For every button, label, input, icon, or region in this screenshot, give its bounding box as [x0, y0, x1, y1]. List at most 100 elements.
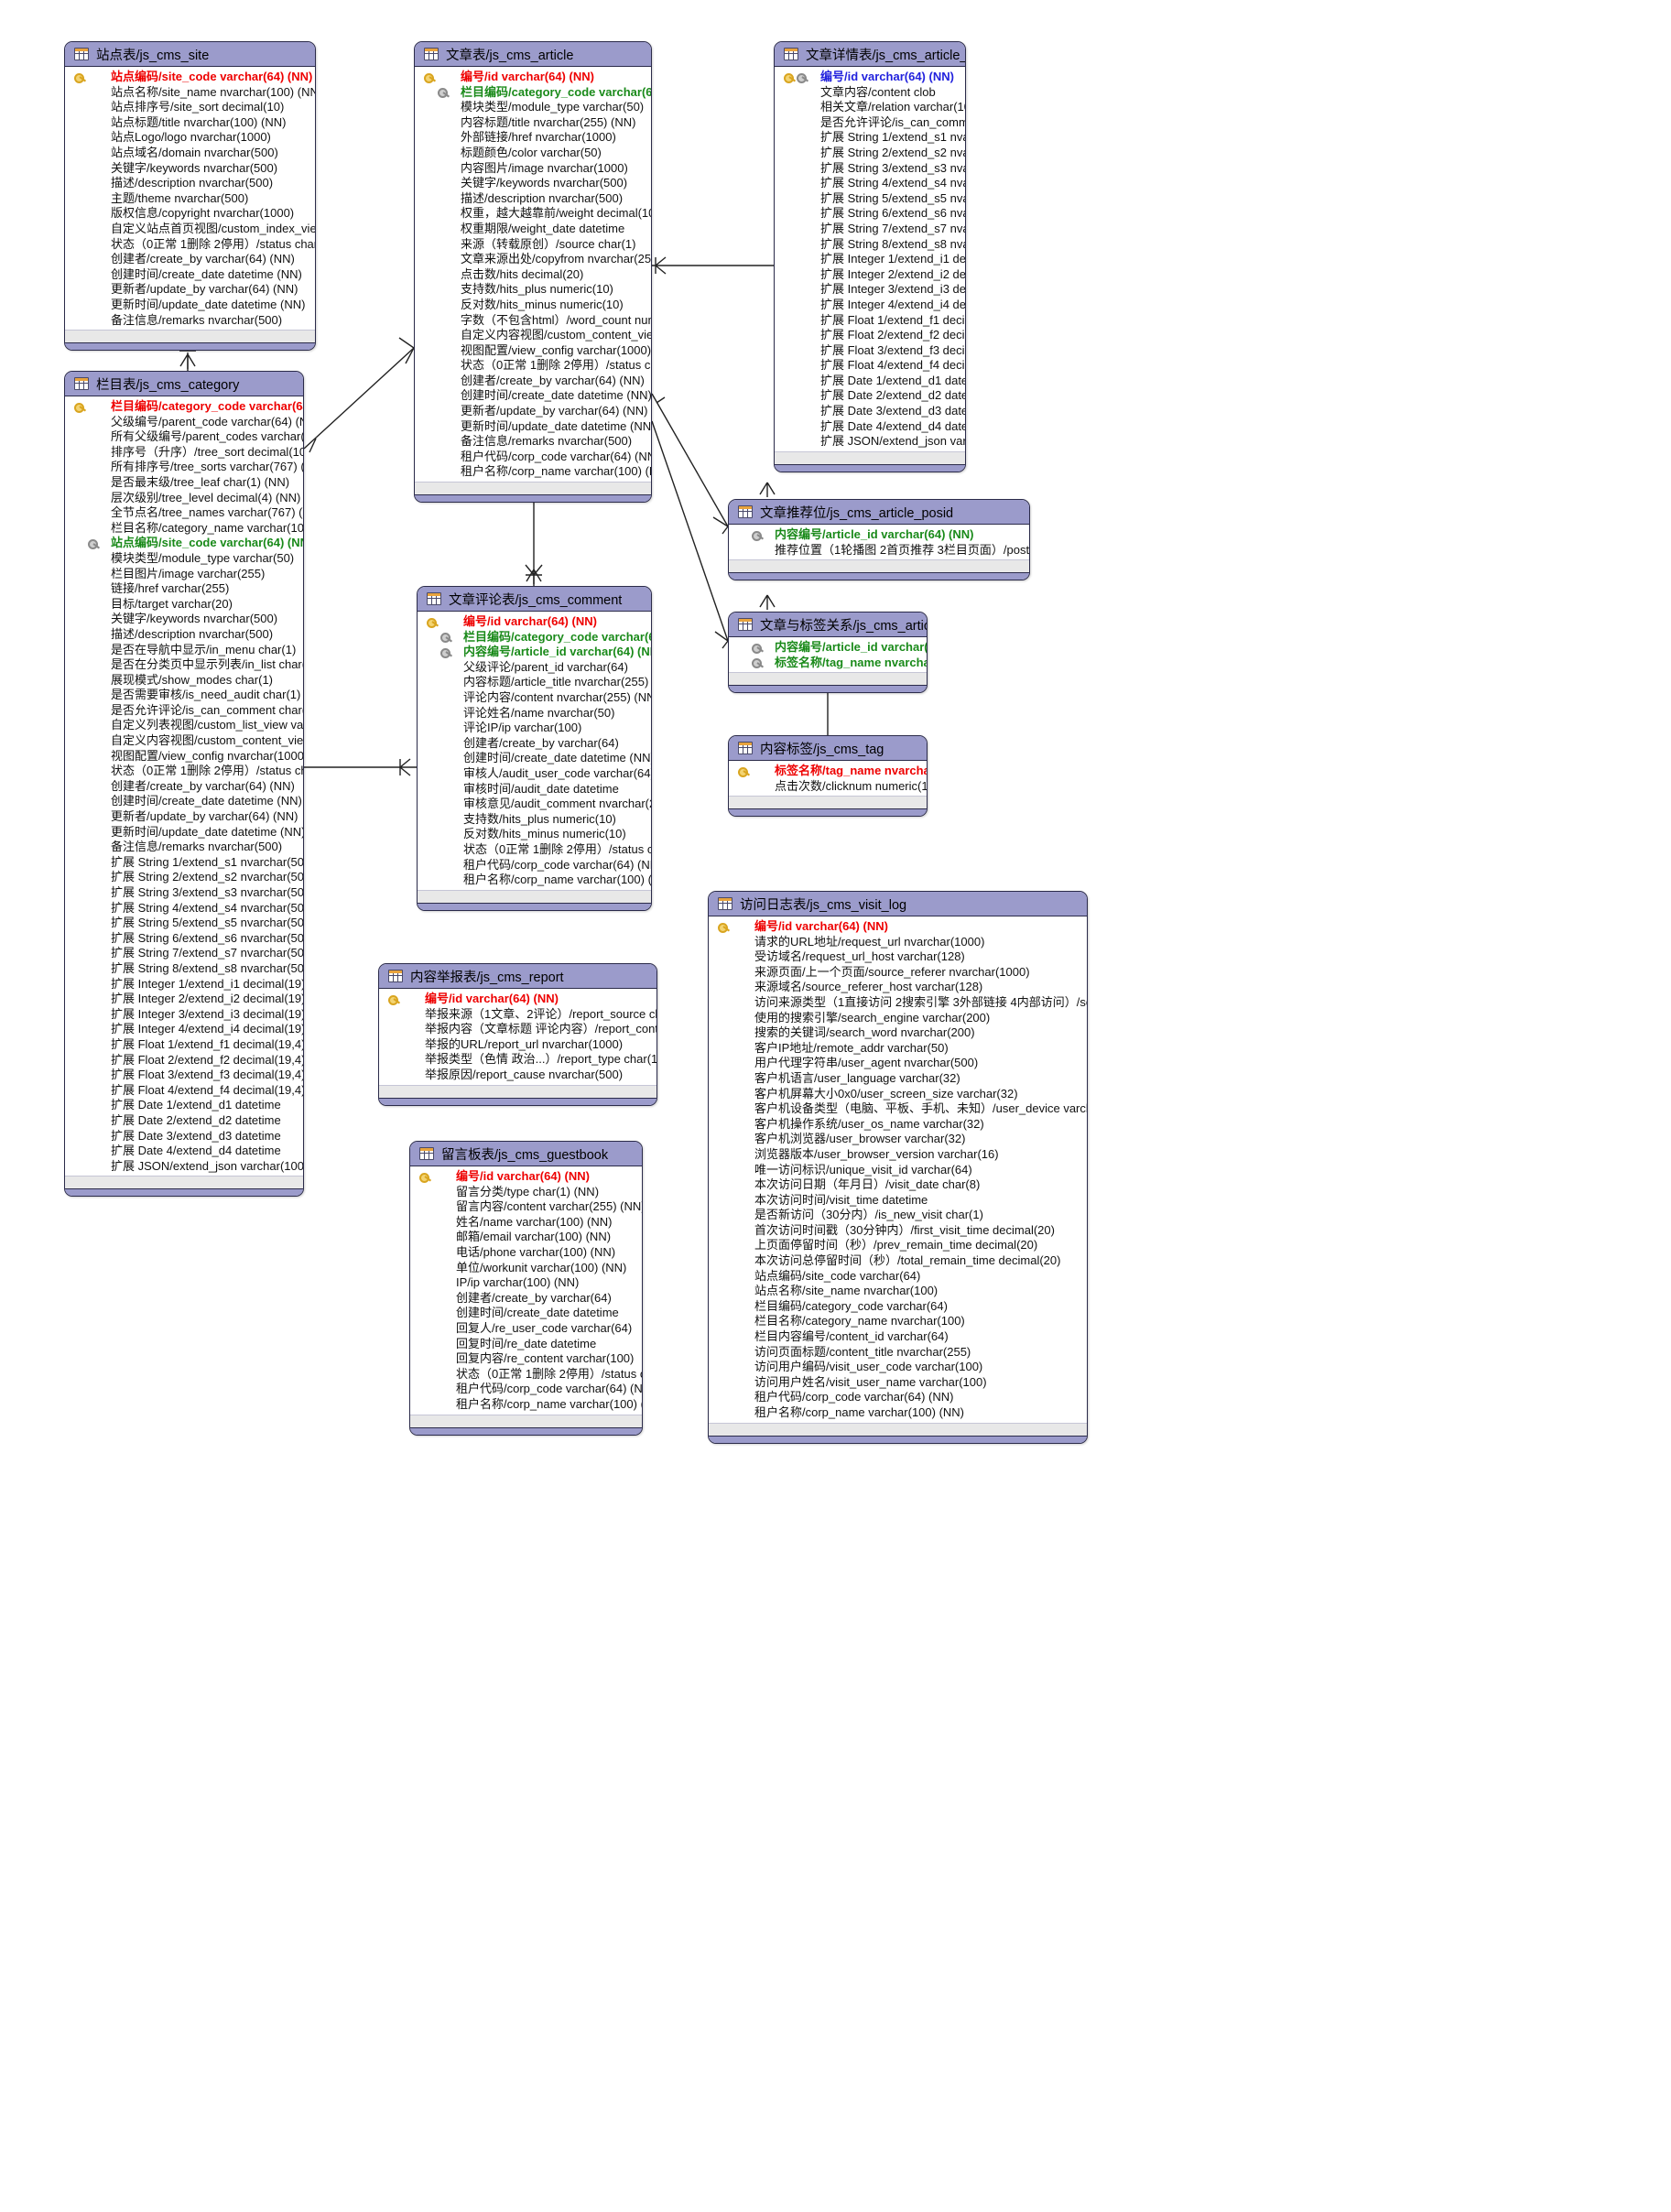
entity-article[interactable]: 文章表/js_cms_article 编号/id varchar(64) (NN)… [414, 41, 652, 504]
field-row[interactable]: 创建时间/create_date datetime (NN) [418, 751, 651, 766]
field-row[interactable]: 评论姓名/name nvarchar(50) [418, 706, 651, 721]
field-row[interactable]: 站点标题/title nvarchar(100) (NN) [65, 115, 315, 131]
field-row[interactable]: 备注信息/remarks nvarchar(500) [65, 840, 303, 855]
field-row[interactable]: 审核时间/audit_date datetime [418, 782, 651, 797]
entity-header-article_data[interactable]: 文章详情表/js_cms_article_data [775, 42, 965, 67]
field-row[interactable]: 扩展 Float 1/extend_f1 decimal(19,4) [775, 313, 965, 329]
field-row[interactable]: 扩展 Integer 2/extend_i2 decimal(19) [65, 992, 303, 1007]
field-row[interactable]: 标签名称/tag_name nvarchar(200) (NN) [729, 764, 927, 779]
field-row[interactable]: 内容编号/article_id varchar(64) (NN) [729, 640, 927, 656]
field-row[interactable]: 备注信息/remarks nvarchar(500) [65, 313, 315, 329]
field-row[interactable]: 外部链接/href nvarchar(1000) [415, 130, 651, 146]
field-row[interactable]: 编号/id varchar(64) (NN) [379, 992, 656, 1007]
field-row[interactable]: 客户机浏览器/user_browser varchar(32) [709, 1132, 1087, 1147]
entity-article_data[interactable]: 文章详情表/js_cms_article_data 编号/id varchar(6… [774, 41, 966, 472]
field-row[interactable]: 客户机语言/user_language varchar(32) [709, 1071, 1087, 1087]
field-row[interactable]: 推荐位置（1轮播图 2首页推荐 3栏目页面）/postid char(1) (N… [729, 543, 1029, 558]
field-row[interactable]: 权重期限/weight_date datetime [415, 222, 651, 237]
entity-header-visit_log[interactable]: 访问日志表/js_cms_visit_log [709, 892, 1087, 916]
field-row[interactable]: 自定义列表视图/custom_list_view varchar(255) [65, 718, 303, 733]
field-row[interactable]: 状态（0正常 1删除 2停用）/status char(1) (NN) [418, 842, 651, 858]
field-row[interactable]: 客户机操作系统/user_os_name varchar(32) [709, 1117, 1087, 1133]
field-row[interactable]: 描述/description nvarchar(500) [65, 627, 303, 643]
field-row[interactable]: 更新者/update_by varchar(64) (NN) [415, 404, 651, 419]
field-row[interactable]: 编号/id varchar(64) (NN) [410, 1169, 642, 1185]
field-row[interactable]: 权重，越大越靠前/weight decimal(10) [415, 206, 651, 222]
field-row[interactable]: 创建时间/create_date datetime (NN) [65, 794, 303, 809]
field-row[interactable]: 单位/workunit varchar(100) (NN) [410, 1261, 642, 1276]
field-row[interactable]: 关键字/keywords nvarchar(500) [65, 161, 315, 177]
field-row[interactable]: 审核意见/audit_comment nvarchar(200) [418, 797, 651, 812]
field-row[interactable]: 举报来源（1文章、2评论）/report_source char(1) [379, 1007, 656, 1023]
field-row[interactable]: 扩展 Float 1/extend_f1 decimal(19,4) [65, 1037, 303, 1053]
field-row[interactable]: 审核人/audit_user_code varchar(64) [418, 766, 651, 782]
field-row[interactable]: 租户名称/corp_name varchar(100) (NN) [709, 1405, 1087, 1421]
field-row[interactable]: 栏目内容编号/content_id varchar(64) [709, 1329, 1087, 1345]
entity-header-guestbook[interactable]: 留言板表/js_cms_guestbook [410, 1142, 642, 1166]
field-row[interactable]: 扩展 String 1/extend_s1 nvarchar(500) [775, 130, 965, 146]
entity-comment[interactable]: 文章评论表/js_cms_comment 编号/id varchar(64) (N… [417, 586, 652, 911]
field-row[interactable]: 留言分类/type char(1) (NN) [410, 1185, 642, 1200]
field-row[interactable]: 举报类型（色情 政治...）/report_type char(1) [379, 1052, 656, 1068]
field-row[interactable]: 所有父级编号/parent_codes varchar(767) (NN) [65, 429, 303, 445]
field-row[interactable]: 创建者/create_by varchar(64) [418, 736, 651, 752]
field-row[interactable]: 视图配置/view_config nvarchar(1000) [65, 749, 303, 764]
field-row[interactable]: 创建者/create_by varchar(64) [410, 1291, 642, 1307]
field-row[interactable]: 租户代码/corp_code varchar(64) (NN) [418, 858, 651, 873]
entity-report[interactable]: 内容举报表/js_cms_report 编号/id varchar(64) (NN… [378, 963, 657, 1106]
field-row[interactable]: 点击数/hits decimal(20) [415, 267, 651, 283]
field-row[interactable]: 扩展 String 5/extend_s5 nvarchar(500) [65, 916, 303, 931]
field-row[interactable]: 状态（0正常 1删除 2停用）/status char(1) (NN) [415, 358, 651, 374]
field-row[interactable]: 举报原因/report_cause nvarchar(500) [379, 1068, 656, 1083]
field-row[interactable]: 层次级别/tree_level decimal(4) (NN) [65, 491, 303, 506]
field-row[interactable]: 编号/id varchar(64) (NN) [775, 70, 965, 85]
field-row[interactable]: 租户名称/corp_name varchar(100) (NN) [410, 1397, 642, 1413]
field-row[interactable]: 客户机屏幕大小0x0/user_screen_size varchar(32) [709, 1087, 1087, 1102]
field-row[interactable]: 文章来源出处/copyfrom nvarchar(255) [415, 252, 651, 267]
entity-article_posid[interactable]: 文章推荐位/js_cms_article_posid 内容编号/article_i… [728, 499, 1030, 581]
field-row[interactable]: 请求的URL地址/request_url nvarchar(1000) [709, 935, 1087, 950]
field-row[interactable]: 扩展 String 3/extend_s3 nvarchar(500) [65, 885, 303, 901]
field-row[interactable]: 编号/id varchar(64) (NN) [709, 919, 1087, 935]
field-row[interactable]: 扩展 String 3/extend_s3 nvarchar(500) [775, 161, 965, 177]
field-row[interactable]: 标题颜色/color varchar(50) [415, 146, 651, 161]
field-row[interactable]: 创建时间/create_date datetime [410, 1306, 642, 1321]
field-row[interactable]: 排序号（升序）/tree_sort decimal(10) (NN) [65, 445, 303, 461]
field-row[interactable]: 举报的URL/report_url nvarchar(1000) [379, 1037, 656, 1053]
field-row[interactable]: 客户机设备类型（电脑、平板、手机、未知）/user_device varchar… [709, 1101, 1087, 1117]
entity-header-article_tag[interactable]: 文章与标签关系/js_cms_article_tag [729, 613, 927, 637]
field-row[interactable]: 扩展 Date 1/extend_d1 datetime [65, 1098, 303, 1113]
field-row[interactable]: 版权信息/copyright nvarchar(1000) [65, 206, 315, 222]
field-row[interactable]: 站点编码/site_code varchar(64) (NN) [65, 70, 315, 85]
field-row[interactable]: 栏目编码/category_code varchar(64) [709, 1299, 1087, 1315]
field-row[interactable]: 浏览器版本/user_browser_version varchar(16) [709, 1147, 1087, 1163]
field-row[interactable]: 访问用户姓名/visit_user_name varchar(100) [709, 1375, 1087, 1391]
field-row[interactable]: 反对数/hits_minus numeric(10) [415, 298, 651, 313]
field-row[interactable]: 搜索的关键词/search_word nvarchar(200) [709, 1025, 1087, 1041]
field-row[interactable]: 扩展 Integer 4/extend_i4 decimal(19) [775, 298, 965, 313]
field-row[interactable]: 站点编码/site_code varchar(64) (NN) [65, 536, 303, 551]
field-row[interactable]: 父级编号/parent_code varchar(64) (NN) [65, 415, 303, 430]
field-row[interactable]: 站点排序号/site_sort decimal(10) [65, 100, 315, 115]
field-row[interactable]: 相关文章/relation varchar(1000) [775, 100, 965, 115]
field-row[interactable]: 创建者/create_by varchar(64) (NN) [415, 374, 651, 389]
field-row[interactable]: 更新时间/update_date datetime (NN) [65, 298, 315, 313]
field-row[interactable]: 举报内容（文章标题 评论内容）/report_content nvarchar(… [379, 1022, 656, 1037]
field-row[interactable]: 标签名称/tag_name nvarchar(200) (NN) [729, 656, 927, 671]
field-row[interactable]: 栏目名称/category_name varchar(100) (NN) [65, 521, 303, 537]
field-row[interactable]: 创建时间/create_date datetime (NN) [415, 388, 651, 404]
field-row[interactable]: 扩展 Date 4/extend_d4 datetime [775, 419, 965, 435]
field-row[interactable]: 栏目名称/category_name nvarchar(100) [709, 1314, 1087, 1329]
field-row[interactable]: 扩展 Float 3/extend_f3 decimal(19,4) [775, 343, 965, 359]
field-row[interactable]: IP/ip varchar(100) (NN) [410, 1275, 642, 1291]
entity-header-category[interactable]: 栏目表/js_cms_category [65, 372, 303, 396]
field-row[interactable]: 备注信息/remarks nvarchar(500) [415, 434, 651, 450]
field-row[interactable]: 编号/id varchar(64) (NN) [418, 614, 651, 630]
field-row[interactable]: 扩展 String 8/extend_s8 nvarchar(500) [775, 237, 965, 253]
field-row[interactable]: 状态（0正常 1删除 2停用）/status char(1) (NN) [65, 764, 303, 779]
field-row[interactable]: 扩展 Date 1/extend_d1 datetime [775, 374, 965, 389]
field-row[interactable]: 创建时间/create_date datetime (NN) [65, 267, 315, 283]
field-row[interactable]: 扩展 Integer 1/extend_i1 decimal(19) [775, 252, 965, 267]
field-row[interactable]: 站点域名/domain nvarchar(500) [65, 146, 315, 161]
field-row[interactable]: 状态（0正常 1删除 2停用）/status char(1) (NN) [65, 237, 315, 253]
